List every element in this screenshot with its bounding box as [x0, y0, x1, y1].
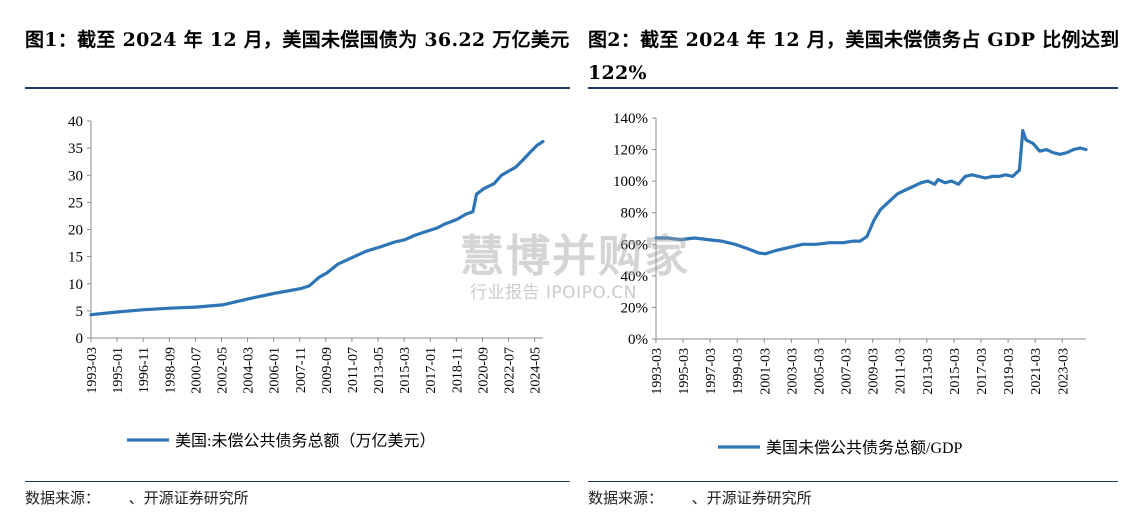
- y-tick-label: 100%: [613, 174, 648, 190]
- series-line: [89, 139, 545, 317]
- x-tick-label: 2022-07: [503, 347, 518, 394]
- chart-plot: 0% 20% 40% 60% 80% 100% 120% 140% 1993-03 1995-03…: [613, 111, 1088, 457]
- y-tick-label: 120%: [613, 143, 648, 159]
- x-tick-label: 1997-03: [704, 348, 719, 395]
- x-tick-label: 2017-01: [424, 347, 439, 394]
- x-tick-label: 1995-01: [111, 347, 126, 394]
- x-tick-label: 1993-03: [85, 347, 100, 394]
- y-tick-label: 35: [68, 141, 83, 157]
- title-divider: [25, 87, 570, 89]
- y-tick-label: 60%: [621, 237, 649, 253]
- title-divider: [588, 87, 1118, 89]
- x-tick-label: 2009-09: [320, 347, 335, 394]
- x-tick-label: 2024-05: [529, 347, 544, 394]
- chart-panel-1: 图1：截至 2024 年 12 月，美国未偿国债为 36.22 万亿美元 0 5 1…: [25, 0, 570, 522]
- y-tick-label: 40: [68, 114, 83, 130]
- x-tick-label: 2013-03: [921, 348, 936, 395]
- x-tick-label: 1995-03: [677, 348, 692, 395]
- legend-label: 美国未偿公共债务总额/GDP: [766, 439, 963, 457]
- y-tick-label: 10: [68, 277, 83, 293]
- source-divider: [25, 481, 570, 482]
- x-tick-label: 1998-09: [163, 347, 178, 394]
- y-tick-label: 40%: [621, 269, 649, 285]
- x-tick-label: 2002-05: [215, 347, 230, 394]
- y-tick-label: 25: [68, 195, 83, 211]
- x-tick-label: 2020-09: [476, 347, 491, 394]
- x-tick-label: 2007-11: [294, 347, 309, 393]
- series-line: [654, 128, 1088, 256]
- x-tick-label: 1993-03: [650, 348, 665, 395]
- chart-plot: 0 5 10 15 20 25 30 35 40 1993-03 1995-01 1996-11 199…: [68, 114, 545, 450]
- x-tick-label: 2015-03: [398, 347, 413, 394]
- x-tick-label: 2015-03: [948, 348, 963, 395]
- x-tick-label: 1996-11: [137, 347, 152, 393]
- y-tick-label: 0: [76, 331, 84, 347]
- y-tick-label: 5: [76, 304, 84, 320]
- x-tick-label: 2007-03: [840, 348, 855, 395]
- x-tick-label: 2000-07: [189, 347, 204, 394]
- x-tick-label: 1999-03: [731, 348, 746, 395]
- y-tick-label: 0%: [628, 332, 648, 348]
- source-note: 数据来源： 、开源证券研究所: [588, 489, 812, 507]
- y-tick-label: 80%: [621, 206, 649, 222]
- chart-title: 图1：截至 2024 年 12 月，美国未偿国债为 36.22 万亿美元: [25, 29, 570, 51]
- x-tick-label: 2018-11: [450, 347, 465, 393]
- x-tick-label: 2001-03: [758, 348, 773, 395]
- x-tick-label: 2005-03: [812, 348, 827, 395]
- source-divider: [588, 481, 1118, 482]
- chart-title: 图2：截至 2024 年 12 月，美国未偿债务占 GDP 比例达到 122%: [588, 29, 1120, 84]
- x-tick-label: 2004-03: [242, 347, 257, 394]
- x-tick-label: 2006-01: [268, 347, 283, 394]
- x-tick-label: 2019-03: [1002, 348, 1017, 395]
- x-tick-label: 2021-03: [1029, 348, 1044, 395]
- y-tick-label: 20: [68, 223, 83, 239]
- y-tick-label: 15: [68, 250, 83, 266]
- y-tick-label: 20%: [621, 300, 649, 316]
- y-tick-label: 30: [68, 168, 83, 184]
- x-tick-label: 2009-03: [867, 348, 882, 395]
- x-tick-label: 2011-03: [894, 348, 909, 394]
- y-tick-label: 140%: [613, 111, 648, 127]
- legend-label: 美国:未偿公共债务总额（万亿美元）: [175, 432, 435, 450]
- x-tick-label: 2003-03: [785, 348, 800, 395]
- x-tick-label: 2017-03: [975, 348, 990, 395]
- x-tick-label: 2013-05: [372, 347, 387, 394]
- x-tick-label: 2011-07: [346, 347, 361, 393]
- x-tick-label: 2023-03: [1056, 348, 1071, 395]
- source-note: 数据来源： 、开源证券研究所: [25, 489, 249, 507]
- chart-panel-2: 图2：截至 2024 年 12 月，美国未偿债务占 GDP 比例达到 122% …: [588, 0, 1119, 522]
